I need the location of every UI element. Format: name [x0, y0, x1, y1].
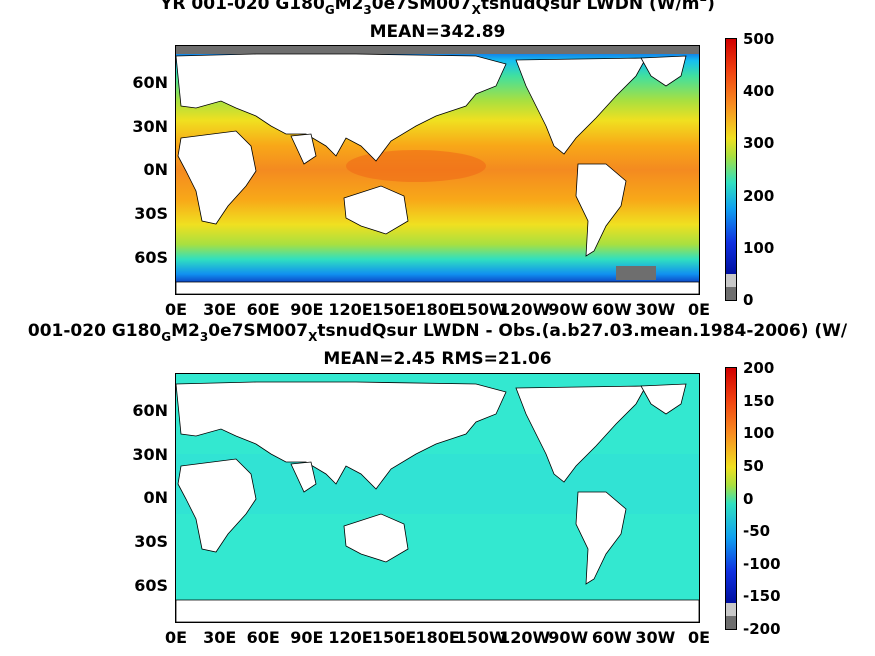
panel2-colorbar-svg: [726, 368, 736, 629]
panel2-colorbar-tick: 150: [743, 391, 775, 410]
panel2-lon-label: 150W: [455, 628, 507, 647]
panel2-lat-0n: 0N: [143, 488, 168, 507]
panel2-lon-label: 30W: [635, 628, 676, 647]
panel1-lon-label: 90E: [290, 300, 324, 319]
panel2-colorbar-tick: -100: [743, 554, 781, 573]
missing-band-top: [176, 46, 699, 54]
panel2-colorbar-tick: 50: [743, 456, 764, 475]
panel2-lat-60s: 60S: [134, 576, 168, 595]
panel2-lon-label: 90E: [290, 628, 324, 647]
panel2-stats: MEAN=2.45 RMS=21.06: [323, 349, 552, 369]
panel2-lat-30s: 30S: [134, 532, 168, 551]
panel1-map-svg: [175, 46, 700, 295]
panel1-colorbar-svg: [726, 39, 736, 300]
panel1-colorbar-tick: 0: [743, 291, 754, 309]
panel1-lon-label: 60W: [591, 300, 632, 319]
panel1-mean: MEAN=342.89: [369, 22, 506, 42]
panel1-colorbar-tick: 200: [743, 186, 775, 205]
panel1-lon-label: 0E: [165, 300, 188, 319]
panel1-lon-label: 0E: [688, 300, 711, 319]
panel1-lat-60n: 60N: [132, 73, 168, 92]
panel2-lon-label: 150E: [371, 628, 417, 647]
panel2-colorbar-tick: -200: [743, 620, 781, 638]
panel1-colorbar-tick: 100: [743, 238, 775, 257]
panel1-lon-label: 180E: [415, 300, 460, 319]
panel2-colorbar-tick: 0: [743, 489, 754, 508]
land-masses-2: [175, 381, 700, 623]
panel1-lon-label: 30E: [203, 300, 237, 319]
panel2-lat-60n: 60N: [132, 401, 168, 420]
panel2-map: [175, 373, 700, 623]
panel1-colorbar-tick: 500: [743, 30, 775, 48]
panel2-colorbar: [725, 367, 737, 630]
panel1-lon-label: 150W: [455, 300, 507, 319]
panel2-colorbar-tick: 200: [743, 359, 775, 377]
panel1-lon-label: 30W: [635, 300, 676, 319]
missing-patch: [616, 266, 656, 280]
panel1-colorbar-tick: 400: [743, 82, 775, 101]
panel1-lon-label: 120W: [499, 300, 551, 319]
panel2-lon-label: 120E: [328, 628, 373, 647]
panel2-map-svg: [175, 374, 700, 623]
panel2-colorbar-tick: 100: [743, 424, 775, 443]
panel2-lon-label: 60E: [246, 628, 280, 647]
panel1-lat-0n: 0N: [143, 160, 168, 179]
panel1-colorbar-tick: 300: [743, 134, 775, 153]
panel1-title: YR 001-020 G180GM230e7SM007XtsnudQsur LW…: [160, 0, 715, 17]
panel1-lon-label: 90W: [548, 300, 589, 319]
panel2-colorbar-tick: -150: [743, 587, 781, 606]
panel2-lat-30n: 30N: [132, 445, 168, 464]
panel1-lon-label: 60E: [246, 300, 280, 319]
panel2-lon-label: 0E: [165, 628, 188, 647]
panel2-title: 001-020 G180GM230e7SM007XtsnudQsur LWDN …: [27, 321, 848, 344]
panel2-lon-label: 120W: [499, 628, 551, 647]
panel1-colorbar: [725, 38, 737, 301]
panel1-lat-30s: 30S: [134, 204, 168, 223]
panel2-lon-label: 180E: [415, 628, 460, 647]
panel1-lat-30n: 30N: [132, 117, 168, 136]
panel1-lat-60s: 60S: [134, 248, 168, 267]
panel2-colorbar-tick: -50: [743, 522, 771, 541]
panel2-lon-label: 90W: [548, 628, 589, 647]
panel2-lon-label: 60W: [591, 628, 632, 647]
panel2-lon-label: 30E: [203, 628, 237, 647]
panel2-lon-label: 0E: [688, 628, 711, 647]
panel1-lon-label: 120E: [328, 300, 373, 319]
panel1-lon-label: 150E: [371, 300, 417, 319]
panel1-map: [175, 45, 700, 295]
